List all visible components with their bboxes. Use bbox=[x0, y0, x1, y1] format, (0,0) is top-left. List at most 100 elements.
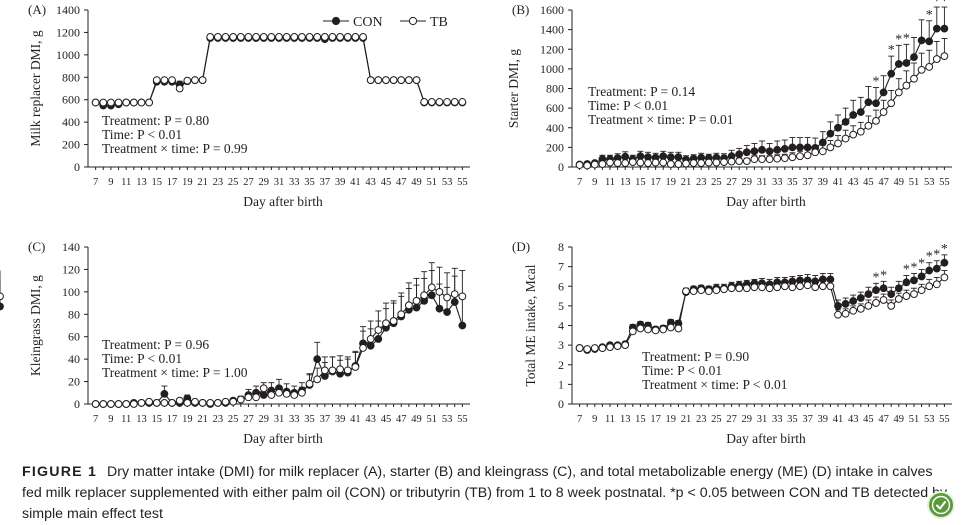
data-point-tb bbox=[359, 33, 367, 41]
data-point-tb bbox=[198, 76, 207, 84]
x-tick-label: 55 bbox=[457, 177, 468, 188]
data-point-tb bbox=[606, 158, 614, 167]
data-point-tb bbox=[213, 398, 222, 407]
data-point-tb bbox=[152, 76, 161, 84]
data-point-tb bbox=[849, 130, 858, 139]
x-tick-label: 9 bbox=[592, 177, 597, 188]
x-tick-label: 43 bbox=[365, 177, 376, 188]
data-point-tb bbox=[841, 134, 850, 143]
data-point-tb bbox=[834, 139, 842, 148]
data-point-tb bbox=[336, 365, 345, 374]
accessibility-badge-icon[interactable] bbox=[927, 491, 955, 519]
data-point-tb bbox=[152, 398, 161, 407]
data-point-tb bbox=[267, 391, 276, 399]
data-point-tb bbox=[712, 286, 721, 295]
x-tick-label: 9 bbox=[108, 414, 113, 425]
data-point-tb bbox=[290, 391, 299, 399]
data-point-tb bbox=[374, 326, 383, 334]
data-point-tb bbox=[313, 375, 322, 384]
data-point-tb bbox=[720, 285, 728, 294]
data-point-tb bbox=[389, 317, 398, 325]
x-tick-label: 45 bbox=[863, 177, 874, 188]
x-tick-label: 45 bbox=[381, 177, 392, 188]
data-point-con bbox=[735, 150, 744, 159]
data-point-tb bbox=[583, 345, 592, 353]
stats-annotation: Time: P < 0.01 bbox=[642, 363, 722, 378]
x-tick-label: 33 bbox=[289, 177, 300, 188]
data-point-tb bbox=[275, 33, 283, 41]
data-point-tb bbox=[282, 390, 291, 398]
data-point-tb bbox=[168, 398, 176, 407]
x-tick-label: 43 bbox=[365, 414, 376, 425]
x-tick-label: 9 bbox=[592, 414, 597, 425]
data-point-con bbox=[887, 290, 896, 299]
data-point-tb bbox=[259, 384, 268, 393]
data-point-tb bbox=[689, 287, 698, 296]
data-point-tb bbox=[229, 33, 238, 41]
x-tick-label: 25 bbox=[228, 177, 239, 188]
x-tick-label: 25 bbox=[711, 177, 722, 188]
x-axis-title: Day after birth bbox=[243, 431, 323, 446]
data-point-con bbox=[621, 152, 630, 161]
y-tick-label: 5 bbox=[558, 299, 564, 313]
data-point-tb bbox=[917, 65, 926, 74]
data-point-tb bbox=[99, 98, 108, 107]
x-tick-label: 23 bbox=[213, 177, 224, 188]
data-point-tb bbox=[803, 151, 812, 160]
x-tick-label: 11 bbox=[605, 414, 615, 425]
x-tick-label: 7 bbox=[577, 414, 582, 425]
data-point-con bbox=[674, 153, 683, 162]
data-point-tb bbox=[704, 158, 713, 167]
y-tick-label: 20 bbox=[68, 375, 80, 389]
data-point-tb bbox=[780, 282, 789, 291]
data-point-tb bbox=[917, 286, 926, 295]
data-point-con bbox=[841, 300, 850, 308]
data-point-tb bbox=[682, 159, 690, 168]
data-point-tb bbox=[697, 286, 706, 295]
data-point-tb bbox=[443, 98, 451, 106]
data-point-tb bbox=[114, 98, 123, 107]
data-point-tb bbox=[940, 273, 949, 282]
x-tick-label: 15 bbox=[635, 414, 646, 425]
data-point-tb bbox=[450, 290, 459, 299]
y-tick-label: 0 bbox=[74, 160, 80, 174]
data-point-con bbox=[458, 321, 467, 330]
data-point-tb bbox=[252, 33, 260, 41]
data-point-tb bbox=[313, 33, 322, 41]
y-tick-label: 0 bbox=[558, 160, 564, 174]
y-tick-label: 1600 bbox=[540, 3, 564, 17]
data-point-tb bbox=[856, 127, 865, 136]
data-point-tb bbox=[343, 33, 352, 41]
data-point-con bbox=[910, 53, 918, 61]
stats-annotation: Time: P < 0.01 bbox=[102, 127, 182, 142]
x-tick-label: 41 bbox=[350, 177, 361, 188]
legend: CON TB bbox=[323, 15, 448, 30]
y-tick-label: 200 bbox=[546, 140, 564, 154]
data-point-tb bbox=[198, 398, 207, 407]
data-point-con bbox=[910, 276, 918, 285]
x-tick-label: 17 bbox=[650, 414, 661, 425]
data-point-tb bbox=[275, 388, 283, 397]
data-point-tb bbox=[651, 326, 660, 335]
data-point-tb bbox=[168, 76, 176, 84]
data-point-tb bbox=[382, 76, 390, 84]
stats-annotation: Time: P < 0.01 bbox=[588, 98, 668, 113]
x-tick-label: 55 bbox=[939, 177, 950, 188]
data-point-con bbox=[872, 99, 880, 108]
x-tick-label: 45 bbox=[381, 414, 392, 425]
data-point-con bbox=[659, 152, 668, 161]
x-tick-label: 11 bbox=[121, 177, 131, 188]
figure-label: FIGURE 1 bbox=[22, 464, 98, 480]
x-tick-label: 37 bbox=[802, 177, 813, 188]
x-tick-label: 37 bbox=[802, 414, 813, 425]
data-point-tb bbox=[107, 98, 115, 107]
data-point-tb bbox=[704, 287, 713, 296]
data-point-tb bbox=[666, 323, 675, 332]
data-point-con bbox=[887, 69, 896, 78]
significance-marker: * bbox=[933, 0, 940, 9]
data-point-tb bbox=[305, 379, 314, 388]
data-point-tb bbox=[849, 306, 858, 315]
data-point-tb bbox=[404, 76, 413, 84]
y-tick-label: 4 bbox=[558, 319, 564, 333]
